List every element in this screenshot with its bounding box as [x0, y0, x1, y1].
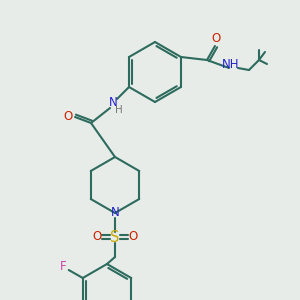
Text: O: O: [212, 32, 220, 46]
Text: O: O: [128, 230, 138, 244]
Text: S: S: [110, 230, 120, 244]
Text: O: O: [92, 230, 102, 244]
Text: N: N: [109, 97, 117, 110]
Text: N: N: [111, 206, 119, 220]
Text: O: O: [63, 110, 73, 122]
Text: H: H: [115, 105, 123, 115]
Text: NH: NH: [222, 58, 240, 71]
Text: F: F: [59, 260, 66, 274]
